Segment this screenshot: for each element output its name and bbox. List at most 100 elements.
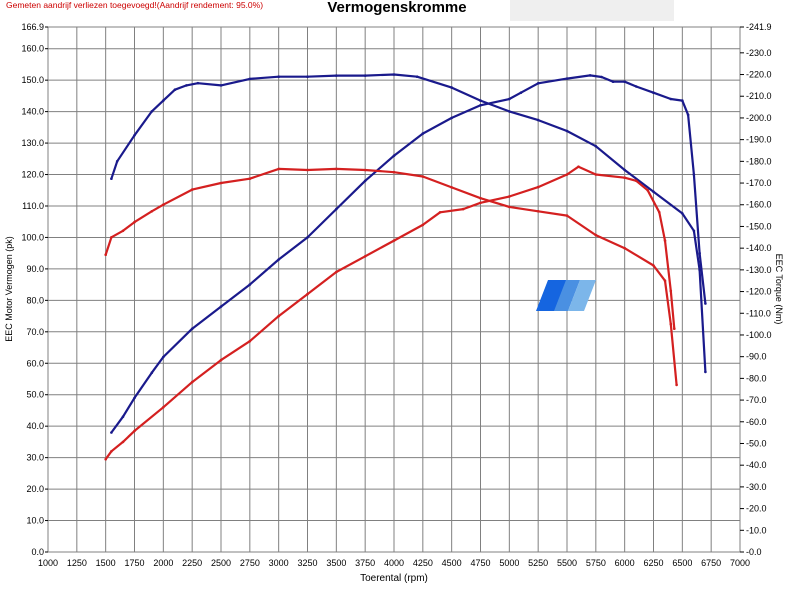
watermark-logo-dark [536,280,568,311]
data-point [392,170,396,174]
y-tick-label-left: 110.0 [22,201,44,211]
data-point [392,239,396,242]
x-tick-label: 6000 [615,558,635,568]
x-tick-label: 5250 [528,558,548,568]
data-point [565,77,569,80]
data-point [450,116,454,120]
data-point [623,80,626,83]
y-tick-label-right: -210.0 [746,91,772,101]
data-point [646,189,649,192]
data-point [162,203,165,206]
data-point [652,264,655,267]
y-tick-label-right: -30.0 [746,482,767,492]
data-point [536,118,540,122]
series-group [104,73,707,461]
data-point [594,173,598,176]
data-point [508,110,511,113]
data-point [508,97,511,101]
watermark-logo [536,280,596,311]
data-point [335,167,338,171]
x-tick-label: 2500 [211,558,231,568]
y-tick-label-right: -180.0 [746,156,772,166]
data-point [461,207,465,211]
data-point [479,201,482,205]
data-point [306,75,309,78]
data-point [133,220,136,224]
data-point [219,84,223,87]
data-point [219,181,223,185]
data-point [363,168,367,172]
data-point [536,185,540,189]
y-tick-label-right: -150.0 [746,221,772,231]
data-point [634,179,638,183]
data-point [277,258,281,261]
data-point [110,431,113,434]
data-point [508,205,511,209]
data-point [704,302,707,305]
data-point [173,88,177,91]
data-point [479,196,482,200]
series-line-right-3 [104,167,678,386]
y-tick-label-left: 100.0 [21,232,44,242]
data-point [663,239,667,242]
x-tick-label: 1750 [124,558,144,568]
x-tick-label: 5750 [586,558,606,568]
data-point [150,371,154,375]
y-tick-label-left: 30.0 [26,453,44,463]
y-tick-label-left: 0.0 [31,547,44,557]
data-point [121,415,125,419]
data-point [652,91,655,94]
chart-title: Vermogenskromme [327,0,467,16]
data-point [698,268,701,272]
data-point [634,85,638,88]
y-axis-left-ticks: 0.0 10.0 20.0 30.0 40.0 50.0 60.0 70.0 80.0 90.0 1… [21,22,48,557]
data-point [600,75,603,79]
y-tick-label-right: -100.0 [746,330,772,340]
y-tick-label-left: 70.0 [26,327,44,337]
y-tick-label-right: -200.0 [746,113,772,123]
data-point [248,77,252,81]
data-point [450,186,454,189]
data-point [248,339,252,343]
y-tick-label-left: 130.0 [21,138,44,148]
x-tick-label: 4250 [413,558,433,568]
data-point [577,165,580,168]
data-point [623,176,626,179]
grid [47,26,741,553]
data-point [306,292,309,296]
y-axis-left-label: EEC Motor Vermogen (pk) [4,236,14,342]
data-point [692,229,696,233]
data-point [673,327,676,331]
data-point [438,211,442,214]
x-tick-label: 2000 [153,558,173,568]
data-point [588,74,592,77]
x-tick-label: 5500 [557,558,577,568]
data-point [675,383,678,387]
data-point [277,167,281,171]
data-point [565,214,569,217]
data-point [190,327,194,331]
data-point [686,113,690,117]
data-point [519,91,523,94]
data-point [669,322,673,326]
y-tick-label-left: 60.0 [26,358,44,368]
data-point [698,251,701,255]
data-point [277,314,281,318]
data-point [115,160,119,163]
data-point [335,207,338,211]
y-tick-label-right: -241.9 [746,22,772,32]
data-point [363,74,367,77]
data-point [306,236,309,239]
data-point [594,233,598,237]
watermark-logo-light [568,280,596,311]
data-point [611,80,615,83]
data-point [415,75,419,78]
data-point [196,81,200,85]
data-point [479,104,482,107]
data-point [219,358,223,362]
data-point [392,73,396,76]
y-tick-label-left: 120.0 [21,170,44,180]
data-point [594,144,598,148]
data-point [110,236,113,239]
data-point [508,195,511,198]
